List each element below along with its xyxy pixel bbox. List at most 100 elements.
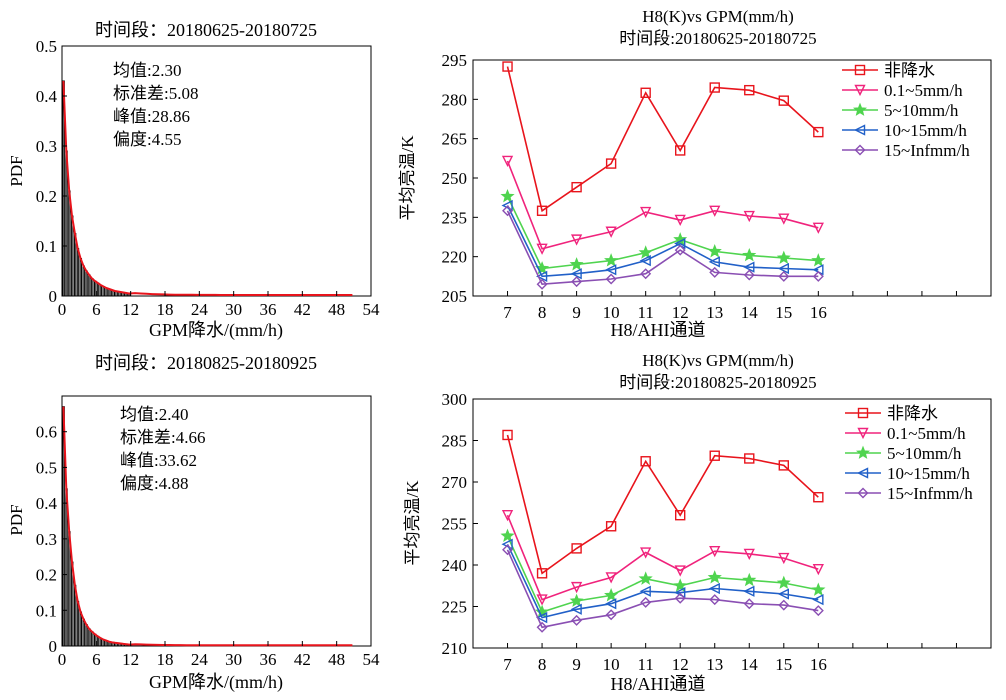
line-bottom-legend-marker	[857, 427, 869, 440]
line-top-series-marker	[813, 126, 824, 138]
line-top-series-line	[506, 66, 819, 213]
line-panel-bottom: H8(K)vs GPM(mm/h) 时间段:20180825-20180925 …	[403, 351, 992, 694]
line-top-series-marker	[812, 270, 824, 282]
pdf-top-plot-frame	[61, 45, 372, 297]
line-bottom-legend-marker	[855, 445, 871, 459]
line-top-legend-label: 15~Infmm/h	[884, 141, 970, 160]
line-top-series-marker	[536, 243, 548, 255]
line-top-series-marker	[502, 61, 513, 72]
line-bottom-series-line	[506, 535, 819, 613]
pdf-top-bar	[68, 190, 71, 297]
line-bottom-series-marker	[640, 456, 651, 467]
line-bottom-legend-label: 非降水	[887, 404, 938, 423]
line-top-series-marker	[605, 226, 617, 238]
line-top-series-marker	[709, 205, 721, 217]
pdf-bottom-xtick-label: 0	[58, 650, 67, 669]
line-top-xtick-label: 16	[810, 303, 827, 322]
line-bottom-series-marker	[778, 599, 790, 611]
pdf-bottom-plot-frame	[61, 395, 372, 647]
pdf-top-stat-std: 标准差:5.08	[113, 84, 198, 103]
line-top-series-marker	[638, 245, 653, 259]
line-top-ytick-label: 205	[442, 287, 468, 306]
line-top-series-marker	[500, 189, 515, 203]
line-top-series-marker	[708, 256, 720, 268]
pdf-bottom-stat-mean: 均值:2.40	[120, 405, 188, 424]
line-bottom-xtick-label: 7	[503, 655, 512, 674]
line-bottom-series-marker	[604, 587, 619, 602]
pdf-bottom-stat-skewness: 偏度:4.88	[120, 474, 188, 493]
line-top-title: H8(K)vs GPM(mm/h)	[642, 7, 794, 26]
line-bottom-xtick-label: 11	[637, 655, 653, 674]
line-bottom-ytick-label: 210	[442, 639, 468, 658]
pdf-top-yticks: 0 0.1 0.2 0.3 0.4 0.5	[36, 37, 67, 306]
line-bottom-series-marker	[813, 492, 824, 503]
line-bottom-xlabel: H8/AHI通道	[611, 674, 706, 694]
pdf-top-xtick-label: 36	[260, 300, 277, 319]
line-top-legend-label: 0.1~5mm/h	[884, 81, 963, 100]
line-bottom-xtick-label: 16	[810, 655, 827, 674]
line-top-series-marker	[501, 199, 513, 212]
line-bottom-xtick-label: 15	[775, 655, 792, 674]
line-top-legend-label: 5~10mm/h	[884, 101, 959, 120]
line-top-ylabel: 平均亮温/K	[398, 135, 417, 221]
pdf-top-title: 时间段：20180625-20180725	[95, 20, 317, 40]
line-bottom-series-line	[506, 543, 819, 619]
line-top-series-marker	[640, 268, 652, 280]
line-top-legend-label: 10~15mm/h	[884, 121, 967, 140]
line-bottom-series-marker	[640, 596, 652, 608]
line-top-xtick-label: 10	[603, 303, 620, 322]
line-bottom-series-marker	[536, 594, 548, 606]
line-bottom-series-marker	[709, 594, 721, 606]
pdf-bottom-ytick-label: 0.3	[36, 530, 57, 549]
pdf-bottom-xtick-label: 54	[363, 650, 381, 669]
line-top-ytick-label: 235	[442, 208, 468, 227]
pdf-top-xlabel: GPM降水/(mm/h)	[149, 320, 283, 341]
line-bottom-legend-label: 10~15mm/h	[887, 464, 970, 483]
line-bottom-series	[500, 429, 826, 633]
line-bottom-legend-label: 0.1~5mm/h	[887, 424, 966, 443]
line-bottom-series-marker	[812, 593, 824, 606]
line-bottom-series-marker	[570, 603, 582, 615]
line-top-series-marker	[569, 257, 584, 271]
line-top-series-marker	[640, 206, 652, 219]
line-top-xtick-label: 7	[503, 303, 512, 322]
pdf-top-xtick-label: 54	[363, 300, 381, 319]
pdf-top-xtick-label: 0	[58, 300, 67, 319]
line-bottom-xtick-label: 12	[672, 655, 689, 674]
pdf-top-bar	[96, 282, 100, 297]
line-bottom-series-marker	[605, 572, 617, 584]
pdf-top-stats: 均值:2.30 标准差:5.08 峰值:28.86 偏度:4.55	[113, 61, 198, 149]
line-top-series-marker	[675, 145, 686, 156]
line-top-legend-label: 非降水	[884, 61, 935, 80]
pdf-bottom-stat-kurtosis: 峰值:33.62	[120, 451, 197, 470]
line-top-series-marker	[743, 269, 755, 281]
line-top-series-marker	[605, 264, 617, 276]
line-top-ytick-label: 265	[442, 130, 468, 149]
line-top-series-marker	[605, 158, 617, 169]
pdf-top-bar	[76, 248, 80, 297]
line-top-series-marker	[571, 276, 583, 288]
line-bottom-series-marker	[778, 460, 789, 471]
pdf-bottom-bar	[82, 618, 85, 647]
line-top-series-marker	[744, 84, 755, 96]
pdf-top-xtick-label: 42	[294, 300, 311, 319]
pdf-bottom-ylabel: PDF	[7, 504, 26, 535]
line-top-series-marker	[570, 268, 582, 280]
pdf-top-xtick-label: 24	[191, 300, 209, 319]
line-top-series-marker	[536, 205, 548, 216]
line-bottom-series-marker	[674, 587, 686, 599]
pdf-top-ytick-label: 0.5	[36, 37, 57, 56]
line-bottom-series-marker	[674, 592, 686, 604]
line-bottom-series-marker	[570, 581, 583, 594]
line-bottom-series-marker	[812, 605, 824, 617]
line-bottom-series-marker	[638, 571, 653, 585]
pdf-bottom-xtick-label: 48	[328, 650, 345, 669]
line-bottom-legend-label: 5~10mm/h	[887, 444, 962, 463]
line-bottom-series-marker	[709, 545, 721, 558]
line-bottom-yticks: 210 225 240 255 270 285 300	[442, 390, 478, 658]
line-top-legend-marker	[854, 64, 866, 76]
pdf-top-ytick-label: 0.2	[36, 187, 57, 206]
line-top-xlabel: H8/AHI通道	[611, 320, 706, 340]
line-bottom-series-marker	[502, 429, 513, 441]
